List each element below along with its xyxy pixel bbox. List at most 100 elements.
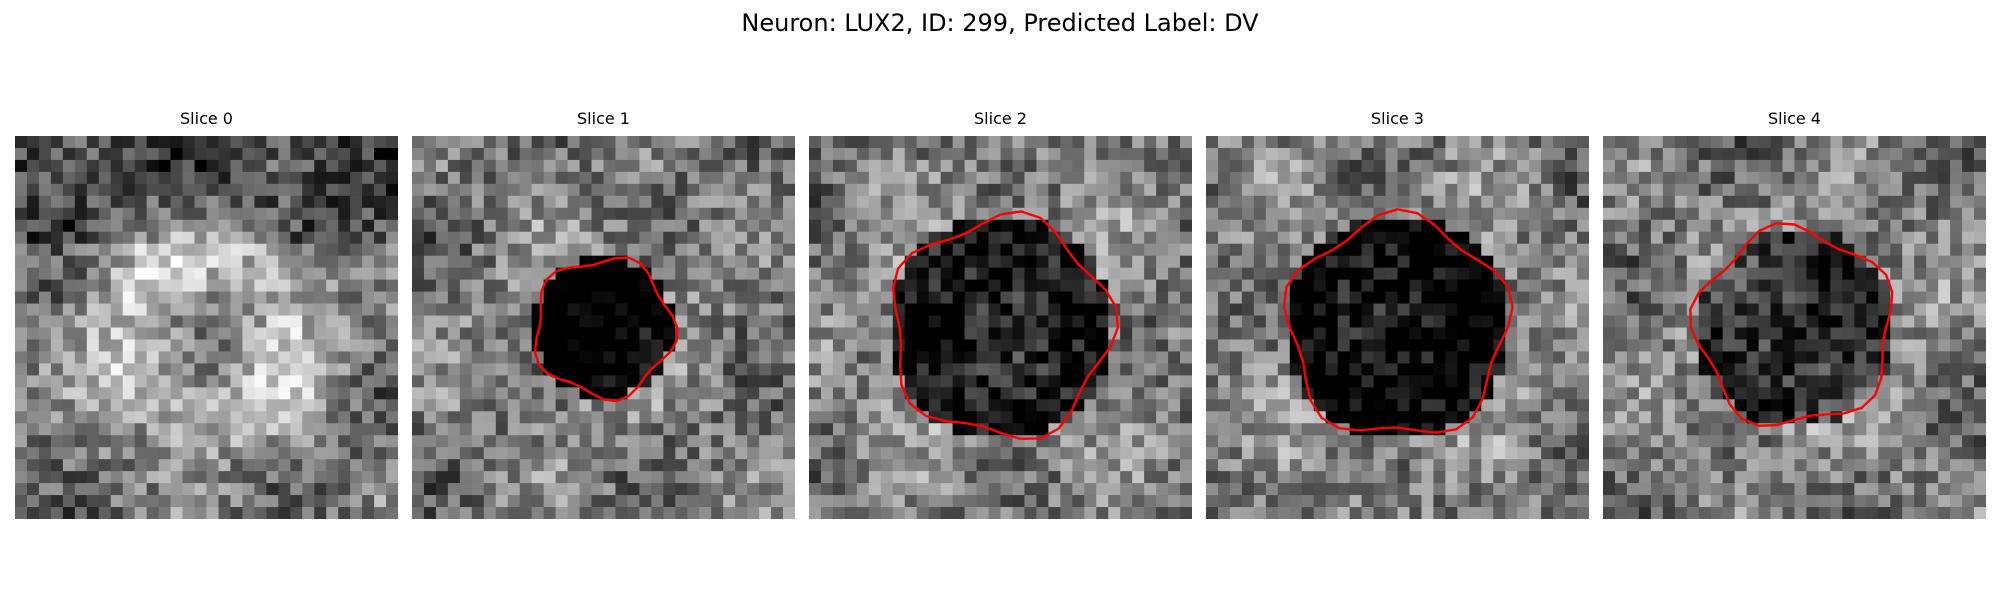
pixel bbox=[1770, 339, 1783, 352]
pixel bbox=[1830, 459, 1843, 472]
pixel bbox=[1866, 183, 1879, 197]
pixel bbox=[1565, 255, 1578, 269]
pixel bbox=[1132, 375, 1145, 388]
pixel bbox=[747, 279, 760, 292]
pixel bbox=[218, 255, 231, 269]
pixel bbox=[1686, 207, 1700, 221]
pixel bbox=[1734, 423, 1748, 436]
pixel bbox=[1241, 423, 1255, 436]
pixel bbox=[759, 219, 772, 233]
pixel bbox=[1012, 136, 1025, 149]
pixel bbox=[1926, 243, 1939, 257]
pixel bbox=[1650, 327, 1664, 340]
pixel bbox=[1818, 327, 1831, 340]
pixel bbox=[880, 303, 894, 316]
pixel bbox=[1505, 243, 1518, 257]
pixel bbox=[350, 267, 363, 281]
pixel bbox=[747, 255, 760, 269]
pixel bbox=[711, 243, 724, 257]
pixel bbox=[314, 411, 327, 424]
pixel bbox=[1493, 147, 1506, 161]
pixel bbox=[170, 255, 183, 269]
pixel bbox=[38, 339, 52, 352]
pixel bbox=[1445, 315, 1458, 328]
pixel bbox=[711, 339, 724, 352]
pixel bbox=[1024, 399, 1037, 412]
pixel bbox=[182, 231, 195, 245]
pixel bbox=[1253, 423, 1267, 436]
pixel bbox=[50, 279, 64, 292]
pixel bbox=[278, 303, 291, 316]
pixel bbox=[1265, 267, 1279, 281]
pixel bbox=[122, 291, 136, 304]
pixel bbox=[1758, 243, 1771, 257]
pixel bbox=[1120, 387, 1133, 400]
pixel bbox=[1517, 483, 1530, 496]
pixel bbox=[1950, 447, 1963, 460]
pixel bbox=[302, 375, 315, 388]
pixel bbox=[1854, 291, 1867, 304]
pixel bbox=[591, 327, 604, 340]
pixel bbox=[1698, 231, 1712, 245]
pixel bbox=[1301, 435, 1315, 448]
pixel bbox=[1698, 399, 1712, 412]
pixel bbox=[543, 279, 557, 292]
pixel bbox=[1818, 267, 1831, 281]
pixel bbox=[1060, 375, 1073, 388]
pixel bbox=[723, 291, 736, 304]
pixel bbox=[447, 267, 461, 281]
pixel bbox=[1012, 207, 1025, 221]
pixel bbox=[495, 363, 509, 376]
pixel bbox=[1890, 387, 1903, 400]
pixel bbox=[1662, 363, 1676, 376]
pixel bbox=[1180, 195, 1192, 209]
pixel bbox=[1698, 435, 1712, 448]
pixel bbox=[423, 171, 437, 185]
pixel bbox=[447, 399, 461, 412]
pixel bbox=[122, 435, 136, 448]
pixel bbox=[1265, 171, 1279, 185]
pixel bbox=[278, 183, 291, 197]
pixel bbox=[771, 387, 784, 400]
pixel bbox=[1084, 136, 1097, 149]
pixel bbox=[1553, 219, 1566, 233]
pixel bbox=[1842, 147, 1855, 161]
pixel bbox=[1481, 471, 1494, 484]
pixel bbox=[1878, 399, 1891, 412]
pixel bbox=[374, 375, 387, 388]
pixel bbox=[988, 387, 1001, 400]
pixel bbox=[651, 435, 664, 448]
pixel bbox=[459, 411, 473, 424]
pixel bbox=[350, 243, 363, 257]
pixel bbox=[591, 171, 604, 185]
pixel bbox=[206, 279, 219, 292]
pixel bbox=[314, 495, 327, 508]
pixel bbox=[1890, 399, 1903, 412]
pixel bbox=[266, 267, 279, 281]
pixel bbox=[1206, 195, 1219, 209]
pixel bbox=[1830, 303, 1843, 316]
pixel bbox=[471, 171, 485, 185]
pixel bbox=[1517, 207, 1530, 221]
pixel bbox=[940, 447, 954, 460]
pixel bbox=[471, 399, 485, 412]
pixel bbox=[1902, 243, 1915, 257]
pixel bbox=[1734, 447, 1748, 460]
pixel bbox=[1373, 435, 1386, 448]
pixel bbox=[1782, 291, 1795, 304]
pixel bbox=[278, 279, 291, 292]
pixel bbox=[86, 207, 100, 221]
pixel bbox=[242, 243, 255, 257]
pixel bbox=[412, 411, 425, 424]
pixel bbox=[1108, 411, 1121, 424]
pixel bbox=[663, 435, 676, 448]
pixel bbox=[1180, 507, 1192, 519]
pixel bbox=[1529, 411, 1542, 424]
pixel bbox=[1469, 219, 1482, 233]
pixel bbox=[1217, 267, 1231, 281]
pixel bbox=[675, 363, 688, 376]
pixel bbox=[1168, 207, 1181, 221]
pixel bbox=[1301, 195, 1315, 209]
pixel bbox=[1878, 303, 1891, 316]
pixel bbox=[1168, 507, 1181, 519]
